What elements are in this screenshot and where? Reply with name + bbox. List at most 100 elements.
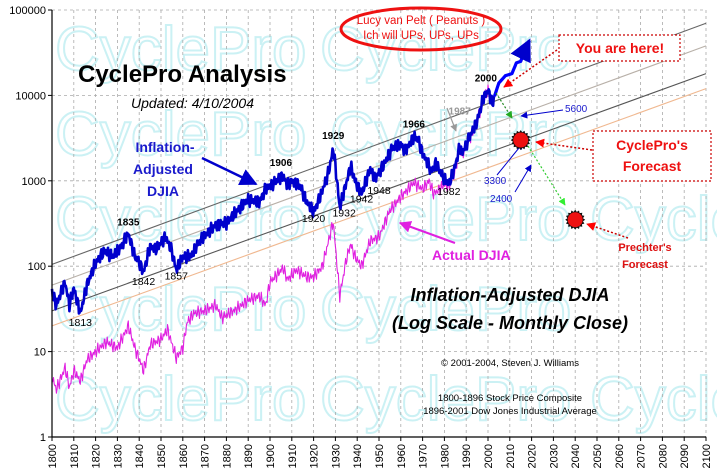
inflation-label-line3: DJIA	[147, 183, 179, 199]
x-tick-label: 2000	[483, 444, 495, 468]
inflation-label-line1: Inflation-	[135, 139, 194, 155]
x-tick-label: 1820	[91, 444, 103, 468]
channel-line	[51, 22, 707, 265]
copyright-text: © 2001-2004, Steven J. Williams	[441, 358, 579, 369]
x-tick-label: 1800	[47, 444, 59, 468]
y-tick-label: 1000	[22, 176, 46, 188]
level-5600-arrow	[520, 109, 564, 119]
prechter-forecast-line2: Forecast	[622, 259, 668, 271]
x-tick-label: 2020	[527, 444, 539, 468]
arrow-1987	[446, 107, 457, 132]
x-tick-label: 2010	[505, 444, 517, 468]
inflation-adjusted-label: Inflation- Adjusted DJIA	[133, 139, 195, 199]
x-tick-label: 2050	[592, 444, 604, 468]
grid	[52, 9, 707, 437]
you-are-here-label: You are here!	[576, 40, 664, 56]
tick-labels: 1 10 100 1000 10000 100000 1800 1810 1820 1830 184…	[9, 5, 713, 468]
prechter-forecast-arrow	[586, 222, 629, 239]
lucy-oval	[339, 6, 503, 52]
level-3300-label: 3300	[484, 176, 507, 187]
cyclepro-forecast-line1: CyclePro's	[616, 137, 688, 153]
year-label: 1982	[437, 186, 461, 198]
year-label: 1813	[69, 317, 93, 329]
x-tick-label: 1970	[418, 444, 430, 468]
x-tick-label: 2030	[548, 444, 560, 468]
cyclepro-forecast-marker	[513, 132, 529, 148]
source-line2: 1896-2001 Dow Jones Industrial Average	[423, 406, 597, 417]
year-label: 1835	[117, 217, 140, 228]
year-label: 1920	[302, 213, 326, 225]
year-label: 1932	[332, 208, 356, 220]
x-tick-label: 1810	[69, 444, 81, 468]
watermark-text: CyclePro	[590, 185, 717, 254]
x-tick-label: 1870	[200, 444, 212, 468]
x-tick-label: 1830	[112, 444, 124, 468]
x-tick-label: 1980	[439, 444, 451, 468]
year-label: 1987	[449, 106, 472, 117]
x-tick-label: 1850	[156, 444, 168, 468]
year-label: 1942	[350, 193, 374, 205]
series-layer	[50, 38, 531, 394]
x-tick-label: 1990	[461, 444, 473, 468]
lucy-note-line1: Lucy van Pelt ( Peanuts )	[357, 15, 486, 27]
year-label: 1857	[165, 270, 189, 282]
actual-djia-line	[51, 84, 493, 394]
level-5600-label: 5600	[565, 104, 588, 115]
year-label: 1906	[270, 158, 293, 169]
chart-title: CyclePro Analysis	[78, 61, 287, 88]
projection-line	[492, 38, 531, 97]
y-tick-label: 100	[28, 261, 46, 273]
inflation-label-line2: Adjusted	[133, 161, 193, 177]
forecast-points	[510, 130, 586, 230]
x-tick-label: 2040	[570, 444, 582, 468]
main-label-line1: Inflation-Adjusted DJIA	[411, 285, 610, 305]
forecast-path-1	[495, 92, 513, 119]
year-label: 2000	[475, 74, 498, 85]
chart-subtitle: Updated: 4/10/2004	[131, 95, 254, 111]
y-tick-label: 10	[34, 347, 46, 359]
year-label: 1929	[322, 131, 345, 142]
you-are-here-box	[558, 34, 681, 62]
channel-line	[51, 73, 707, 312]
main-label-line2: (Log Scale - Monthly Close)	[392, 313, 628, 333]
watermark-text: CyclePro	[320, 365, 572, 434]
you-are-here-arrow	[503, 49, 558, 88]
x-tick-label: 1880	[221, 444, 233, 468]
x-tick-label: 1900	[265, 444, 277, 468]
y-tick-label: 100000	[9, 5, 46, 17]
watermark-text: CyclePro	[320, 275, 572, 344]
x-tick-label: 1920	[309, 444, 321, 468]
watermark-text: CyclePro	[55, 185, 307, 254]
watermark-text: CyclePro	[55, 365, 307, 434]
level-2400-arrow	[514, 164, 532, 193]
y-tick-label: 10000	[15, 90, 46, 102]
level-2400-label: 2400	[490, 194, 513, 205]
cyclepro-forecast-box	[592, 130, 712, 182]
watermark-text: CyclePro	[55, 15, 307, 84]
x-tick-label: 2090	[679, 444, 691, 468]
x-tick-label: 1940	[352, 444, 364, 468]
x-tick-label: 2100	[701, 444, 713, 468]
x-tick-label: 1930	[330, 444, 342, 468]
actual-djia-arrow	[398, 221, 456, 244]
cyclepro-forecast-line2: Forecast	[623, 158, 682, 174]
inflation-adjusted-djia-line	[50, 88, 496, 315]
cyclepro-forecast-arrow	[535, 138, 593, 151]
year-label: 1842	[132, 276, 156, 288]
x-tick-label: 1950	[374, 444, 386, 468]
source-line1: 1800-1896 Stock Price Composite	[438, 393, 582, 404]
channel-line	[51, 88, 707, 327]
watermark-text: CyclePro	[55, 100, 307, 169]
year-label: 1948	[367, 185, 391, 197]
year-labels: 1835 1906 1929 1966 2000 1987 1813 1842 1857 1920…	[69, 74, 498, 329]
x-tick-label: 1960	[396, 444, 408, 468]
y-tick-label: 1	[40, 432, 46, 444]
prechter-forecast-line1: Prechter's	[618, 242, 671, 254]
watermark-text: CyclePro	[590, 365, 717, 434]
x-tick-label: 1910	[287, 444, 299, 468]
x-tick-label: 1860	[178, 444, 190, 468]
x-tick-label: 2070	[636, 444, 648, 468]
x-tick-label: 2080	[657, 444, 669, 468]
